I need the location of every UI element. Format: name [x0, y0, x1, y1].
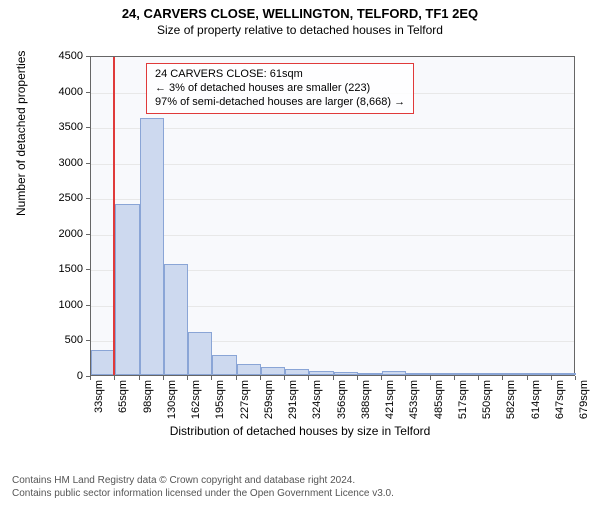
info-box-line: 97% of semi-detached houses are larger (…	[155, 96, 405, 110]
histogram-bar	[552, 373, 576, 375]
x-tick: 517sqm	[457, 380, 469, 419]
histogram-bar	[212, 355, 236, 375]
x-tick: 291sqm	[287, 380, 299, 419]
histogram-bar	[91, 350, 115, 375]
y-tick: 1000	[43, 299, 83, 311]
marker-line	[113, 57, 115, 375]
histogram-bar	[309, 371, 333, 375]
chart-container: 24, CARVERS CLOSE, WELLINGTON, TELFORD, …	[0, 6, 600, 506]
y-tick: 3000	[43, 157, 83, 169]
info-box-line: ← 3% of detached houses are smaller (223…	[155, 82, 405, 96]
x-tick: 130sqm	[166, 380, 178, 419]
footer-attribution: Contains HM Land Registry data © Crown c…	[12, 475, 394, 500]
histogram-bar	[188, 332, 212, 375]
y-tick: 4500	[43, 50, 83, 62]
y-tick: 0	[43, 370, 83, 382]
histogram-bar	[164, 264, 188, 375]
x-tick: 33sqm	[93, 380, 105, 413]
y-axis-label: Number of detached properties	[14, 51, 28, 216]
x-tick: 324sqm	[311, 380, 323, 419]
chart-subtitle: Size of property relative to detached ho…	[0, 23, 600, 37]
histogram-bar	[115, 204, 139, 375]
x-axis-label: Distribution of detached houses by size …	[0, 424, 600, 438]
x-tick: 550sqm	[481, 380, 493, 419]
histogram-bar	[358, 373, 382, 375]
x-tick: 582sqm	[505, 380, 517, 419]
y-tick: 3500	[43, 121, 83, 133]
x-tick: 356sqm	[336, 380, 348, 419]
y-tick: 2000	[43, 228, 83, 240]
info-box-line: 24 CARVERS CLOSE: 61sqm	[155, 68, 405, 82]
x-tick: 65sqm	[117, 380, 129, 413]
histogram-bar	[528, 373, 552, 375]
y-tick: 1500	[43, 263, 83, 275]
histogram-bar	[285, 369, 309, 375]
histogram-bar	[334, 372, 358, 375]
histogram-bar	[237, 364, 261, 375]
chart-title: 24, CARVERS CLOSE, WELLINGTON, TELFORD, …	[0, 6, 600, 21]
histogram-bar	[503, 373, 527, 375]
x-tick: 647sqm	[554, 380, 566, 419]
histogram-bar	[140, 118, 164, 375]
x-tick: 98sqm	[142, 380, 154, 413]
footer-line-2: Contains public sector information licen…	[12, 488, 394, 501]
histogram-bar	[431, 373, 455, 375]
histogram-bar	[406, 373, 430, 375]
histogram-bar	[479, 373, 503, 375]
x-tick: 162sqm	[190, 380, 202, 419]
x-tick: 227sqm	[239, 380, 251, 419]
x-tick: 388sqm	[360, 380, 372, 419]
x-tick: 421sqm	[384, 380, 396, 419]
x-tick: 614sqm	[530, 380, 542, 419]
y-tick: 4000	[43, 86, 83, 98]
histogram-bar	[382, 371, 406, 375]
footer-line-1: Contains HM Land Registry data © Crown c…	[12, 475, 394, 488]
x-tick: 453sqm	[408, 380, 420, 419]
histogram-bar	[261, 367, 285, 375]
x-tick: 259sqm	[263, 380, 275, 419]
info-box: 24 CARVERS CLOSE: 61sqm← 3% of detached …	[146, 63, 414, 114]
chart-area: 24 CARVERS CLOSE: 61sqm← 3% of detached …	[55, 56, 575, 416]
x-tick: 195sqm	[214, 380, 226, 419]
y-tick: 2500	[43, 192, 83, 204]
plot-area: 24 CARVERS CLOSE: 61sqm← 3% of detached …	[90, 56, 575, 376]
y-tick: 500	[43, 334, 83, 346]
x-tick: 485sqm	[433, 380, 445, 419]
x-tick: 679sqm	[578, 380, 590, 419]
histogram-bar	[455, 373, 479, 375]
